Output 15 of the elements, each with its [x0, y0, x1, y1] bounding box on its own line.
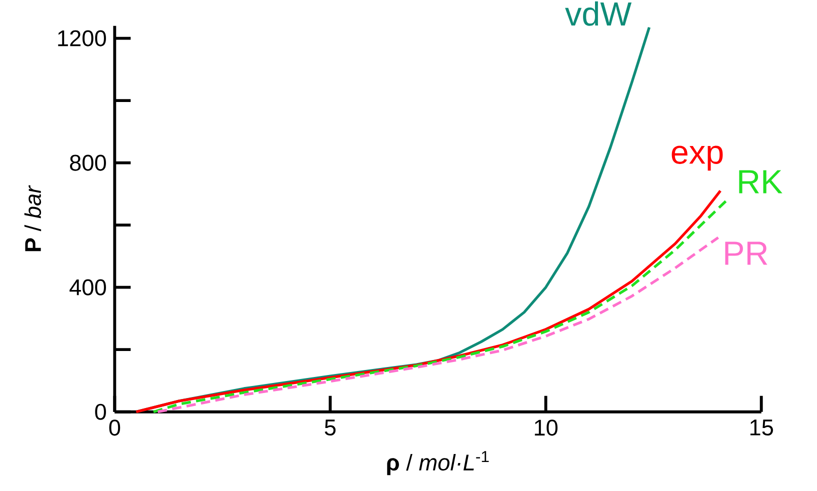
- x-tick-label: 10: [534, 420, 558, 436]
- series-label: PR: [725, 242, 768, 265]
- y-tick-label: 0: [95, 404, 106, 420]
- y-axis-title: P / bar: [24, 185, 42, 252]
- series-label: exp: [672, 146, 723, 171]
- line-series: [156, 236, 720, 414]
- x-tick-label: 5: [324, 420, 336, 436]
- x-tick-label: 15: [750, 420, 773, 436]
- series-label: RK: [739, 170, 782, 194]
- x-axis-title: ρ / mol·L$^{-1}$: [387, 451, 489, 476]
- series-label: vdW: [565, 2, 632, 26]
- y-tick-label: 1200: [58, 30, 106, 47]
- x-tick-label: 0: [109, 420, 120, 436]
- y-tick-label: 800: [70, 155, 106, 172]
- y-tick-label: 400: [70, 280, 106, 296]
